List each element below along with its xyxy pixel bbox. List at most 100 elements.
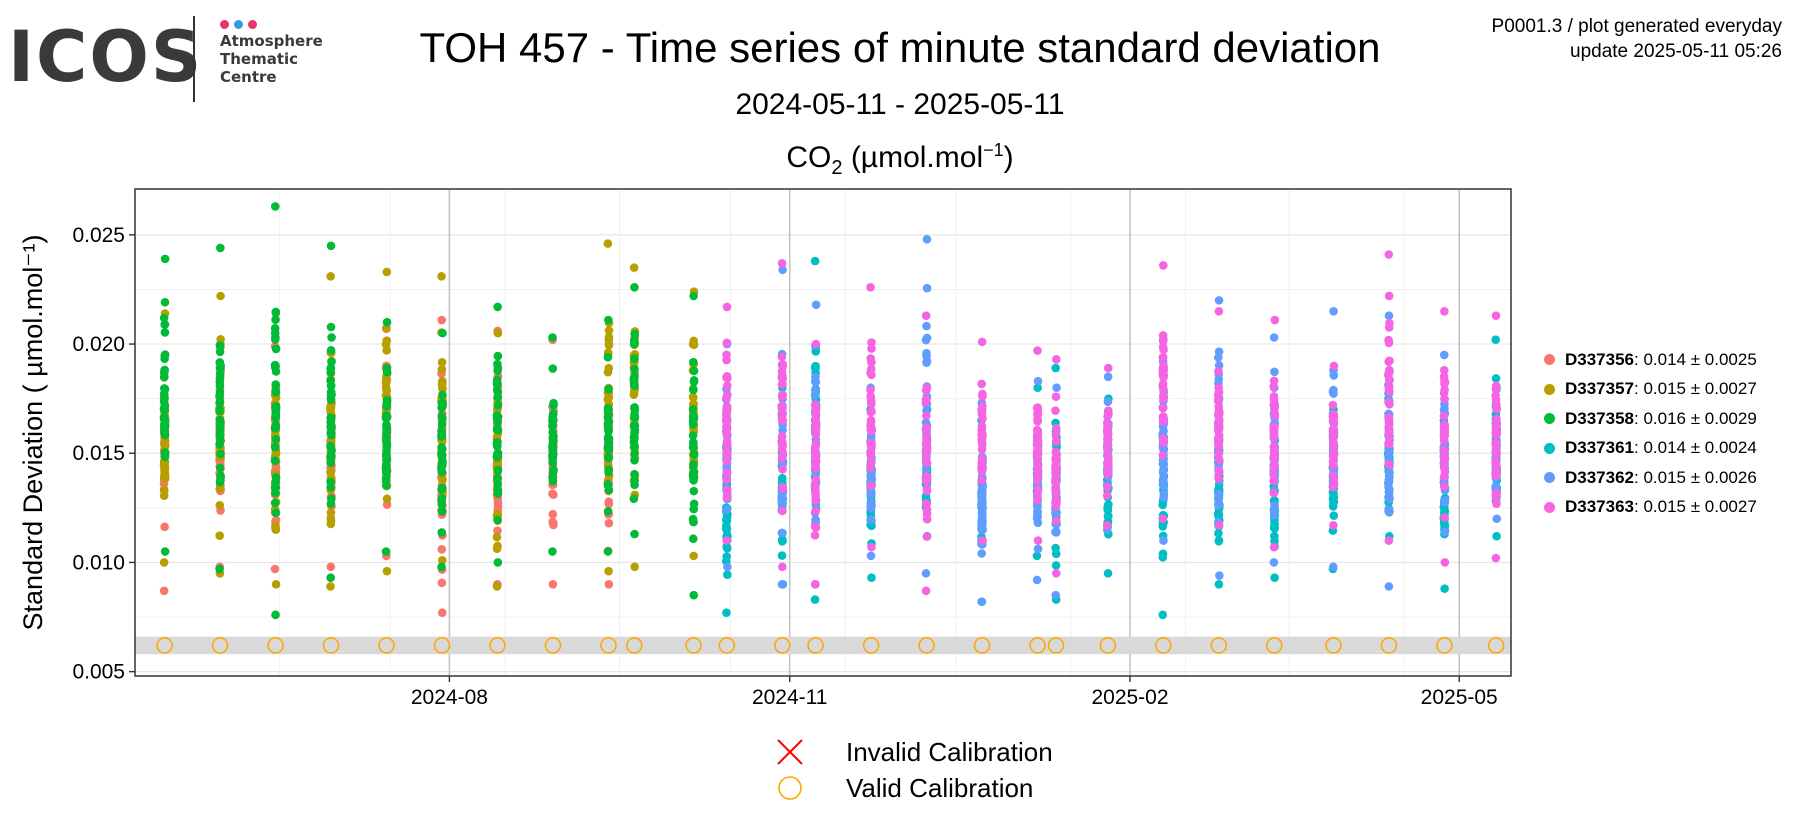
data-point xyxy=(629,434,639,443)
data-point xyxy=(1102,521,1112,530)
data-point xyxy=(271,307,281,317)
data-point xyxy=(778,536,787,546)
data-point xyxy=(326,508,336,517)
data-point xyxy=(437,450,446,460)
data-point xyxy=(922,423,931,432)
data-point xyxy=(977,500,986,510)
data-point xyxy=(271,344,281,354)
valid-calibration-marker xyxy=(544,637,562,654)
data-point xyxy=(493,489,503,498)
data-point xyxy=(548,489,557,499)
data-point xyxy=(270,328,280,338)
data-point xyxy=(438,399,447,409)
data-point xyxy=(548,416,558,425)
data-point xyxy=(1214,468,1224,477)
data-point xyxy=(1491,438,1501,447)
valid-calibration-marker xyxy=(322,637,340,654)
data-point xyxy=(723,570,732,579)
data-point xyxy=(1439,463,1449,472)
data-point xyxy=(326,519,336,529)
data-point xyxy=(1440,379,1449,389)
plot-panel xyxy=(135,189,1511,676)
data-point xyxy=(722,424,732,433)
data-point xyxy=(1158,553,1168,562)
valid-calibration-marker xyxy=(1487,637,1505,654)
data-point xyxy=(777,432,787,442)
data-point xyxy=(689,357,698,367)
data-point xyxy=(215,398,224,408)
calibration-legend: Invalid Calibration Valid Calibration xyxy=(770,734,1053,806)
data-point xyxy=(1214,440,1223,449)
data-point xyxy=(922,333,932,343)
legend-stat: : 0.016 ± 0.0029 xyxy=(1634,408,1757,428)
data-point xyxy=(493,473,502,483)
data-point xyxy=(382,494,392,504)
data-point xyxy=(1440,395,1449,404)
data-point xyxy=(810,579,820,589)
series-legend: D337356: 0.014 ± 0.0025 D337357: 0.015 ±… xyxy=(1540,345,1757,522)
data-point xyxy=(1103,569,1113,578)
data-point xyxy=(1270,573,1279,583)
data-point xyxy=(382,566,392,576)
data-point xyxy=(1492,488,1502,498)
data-point xyxy=(160,439,170,449)
legend-id: D337362 xyxy=(1565,467,1635,487)
data-point xyxy=(1033,455,1042,465)
data-point xyxy=(922,321,931,331)
data-point xyxy=(493,392,503,401)
data-point xyxy=(722,524,731,534)
data-point xyxy=(327,430,336,440)
data-point xyxy=(1491,459,1501,468)
data-point xyxy=(382,442,392,452)
data-point xyxy=(777,258,787,268)
data-point xyxy=(438,390,447,400)
data-point xyxy=(722,436,732,446)
data-point xyxy=(722,371,732,381)
data-point xyxy=(722,302,732,312)
data-point xyxy=(1492,419,1502,429)
data-point xyxy=(1440,446,1449,456)
logo-dot xyxy=(234,20,243,29)
data-point xyxy=(778,359,788,369)
data-point xyxy=(777,352,787,362)
data-point xyxy=(778,562,787,572)
data-point xyxy=(922,475,932,484)
data-point xyxy=(1158,366,1168,376)
data-point xyxy=(1158,413,1168,422)
data-point xyxy=(270,442,280,452)
valid-calibration-marker xyxy=(1155,637,1172,654)
data-point xyxy=(722,408,731,418)
data-point xyxy=(604,435,614,445)
data-point xyxy=(604,579,614,589)
data-point xyxy=(922,514,932,524)
data-point xyxy=(493,526,502,535)
data-point xyxy=(604,453,613,463)
data-point xyxy=(160,350,170,359)
data-point xyxy=(326,391,336,400)
data-point xyxy=(326,272,335,281)
data-point xyxy=(382,267,392,277)
data-point xyxy=(1033,406,1043,416)
data-point xyxy=(1269,476,1279,486)
data-point xyxy=(977,445,987,454)
data-point xyxy=(381,463,391,472)
data-point xyxy=(778,371,787,381)
data-point xyxy=(437,461,447,471)
data-point xyxy=(630,282,639,292)
data-point xyxy=(160,422,169,432)
data-point xyxy=(604,335,614,344)
data-point xyxy=(1492,400,1501,410)
data-point xyxy=(1214,306,1224,316)
data-point xyxy=(492,385,502,395)
data-point xyxy=(270,498,280,508)
data-point xyxy=(160,328,170,337)
y-axis-title: Standard Deviation ( µmol.mol⁻¹) xyxy=(18,235,48,631)
data-point xyxy=(326,322,336,332)
species-unit-close: ) xyxy=(1003,141,1014,174)
data-point xyxy=(492,453,502,462)
data-point xyxy=(1051,561,1061,570)
data-point xyxy=(326,381,336,391)
legend-item: D337356: 0.014 ± 0.0025 xyxy=(1540,345,1757,375)
data-point xyxy=(722,516,732,526)
data-point xyxy=(811,418,821,427)
